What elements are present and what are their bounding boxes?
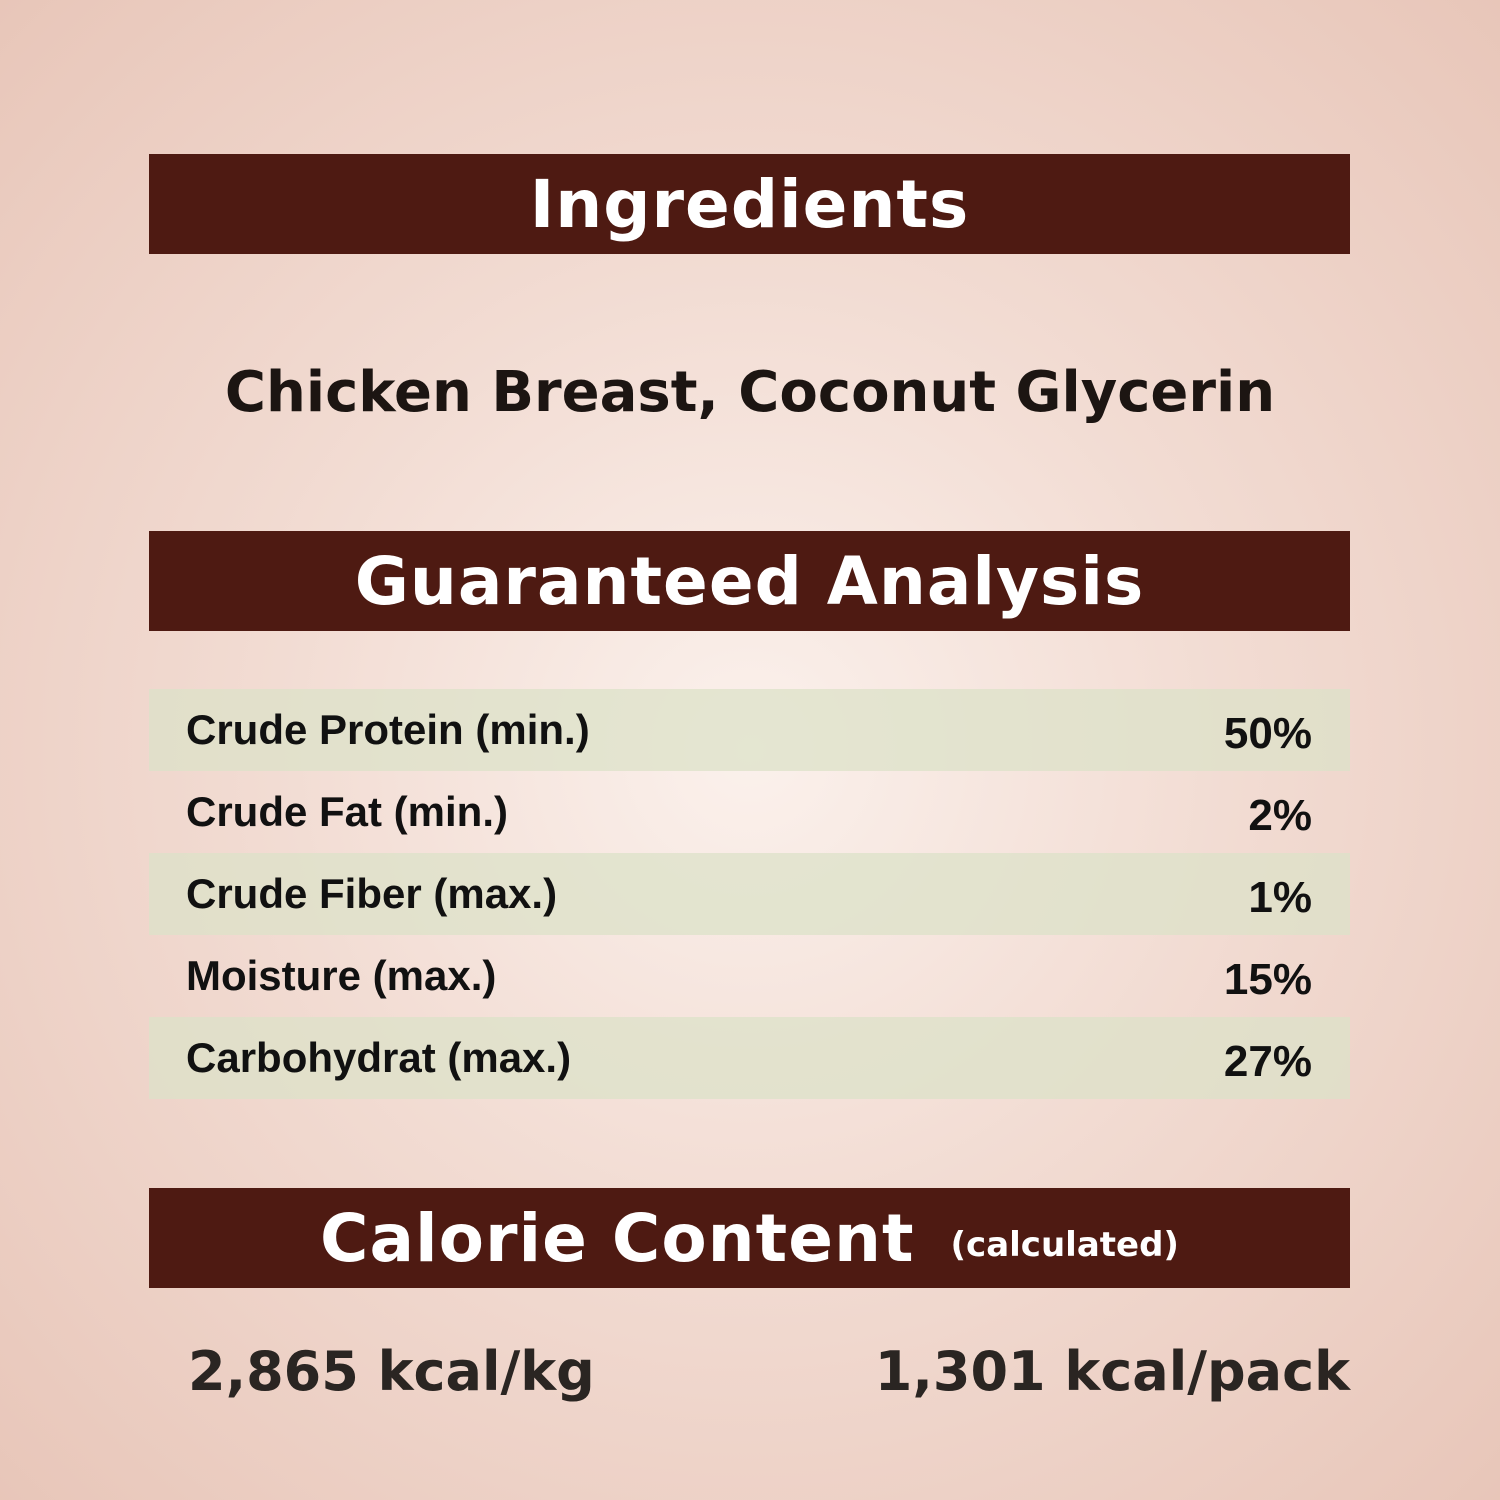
calorie-per-pack: 1,301 kcal/pack: [874, 1340, 1350, 1403]
table-row: Carbohydrat (max.) 27%: [149, 1017, 1350, 1099]
calorie-title: Calorie Content: [320, 1199, 915, 1277]
analysis-header: Guaranteed Analysis: [149, 531, 1350, 631]
row-value: 27%: [1223, 1037, 1312, 1086]
calorie-per-kg: 2,865 kcal/kg: [188, 1340, 595, 1403]
row-value: 15%: [1223, 955, 1312, 1004]
analysis-title: Guaranteed Analysis: [354, 542, 1145, 620]
ingredients-title: Ingredients: [529, 165, 970, 243]
row-label: Crude Protein (min.): [186, 706, 590, 753]
calorie-subtitle: (calculated): [950, 1225, 1179, 1265]
row-label: Crude Fiber (max.): [186, 870, 558, 917]
table-row: Crude Fiber (max.) 1%: [149, 853, 1350, 935]
ingredients-header: Ingredients: [149, 154, 1350, 254]
calorie-header: Calorie Content (calculated): [149, 1188, 1350, 1288]
row-value: 2%: [1248, 791, 1312, 840]
row-label: Crude Fat (min.): [186, 788, 508, 835]
table-row: Crude Fat (min.) 2%: [149, 771, 1350, 853]
analysis-table: Crude Protein (min.) 50% Crude Fat (min.)…: [149, 689, 1350, 1099]
ingredients-text: Chicken Breast, Coconut Glycerin: [224, 360, 1276, 425]
table-row: Moisture (max.) 15%: [149, 935, 1350, 1017]
row-value: 50%: [1223, 709, 1312, 758]
row-label: Moisture (max.): [186, 952, 497, 999]
row-label: Carbohydrat (max.): [186, 1034, 572, 1081]
table-row: Crude Protein (min.) 50%: [149, 689, 1350, 771]
row-value: 1%: [1248, 873, 1312, 922]
